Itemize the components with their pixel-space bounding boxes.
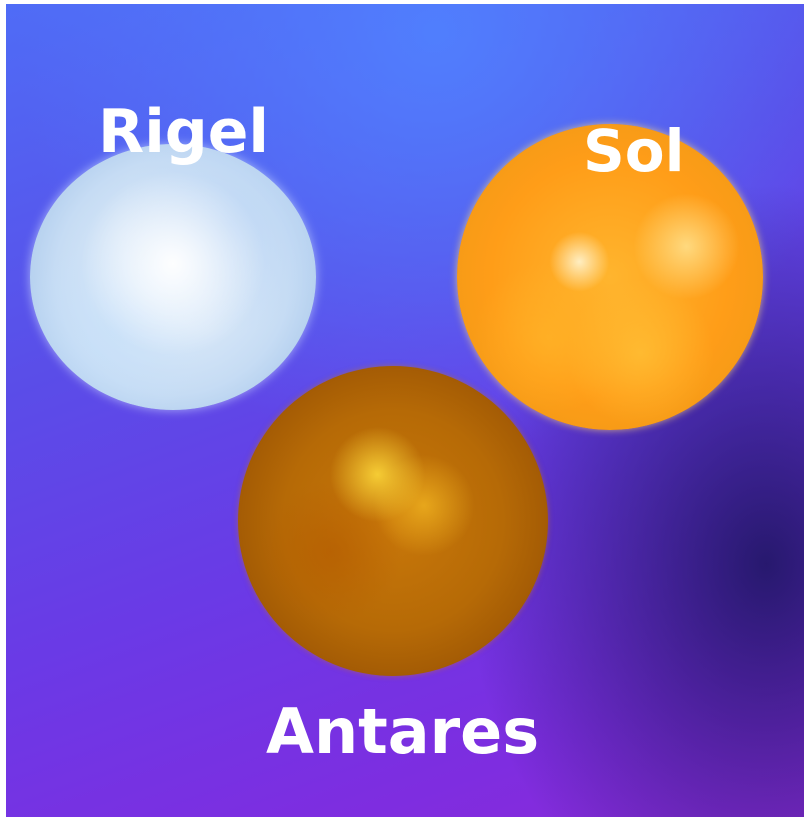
- rigel-label: Rigel: [98, 97, 269, 167]
- antares-star-image: [238, 366, 548, 676]
- rigel-star-image: [30, 144, 316, 410]
- sol-star-image: [457, 124, 763, 430]
- antares-label: Antares: [266, 695, 540, 768]
- sol-label: Sol: [583, 117, 685, 185]
- star-comparison-canvas: Rigel Sol Antares: [6, 4, 804, 817]
